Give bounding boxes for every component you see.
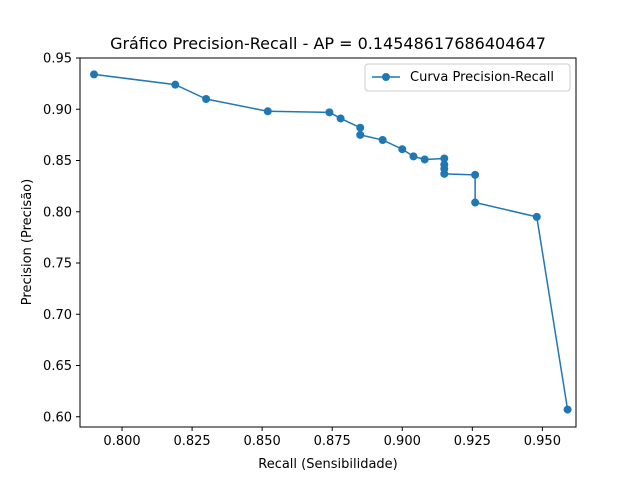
data-point: [202, 95, 211, 103]
data-point: [440, 154, 449, 163]
data-point: [532, 212, 541, 221]
axis-ticks: 0.800 0.825 0.850 0.875 0.900 0.925 0.950 0.60 0…: [43, 52, 561, 450]
data-point: [325, 108, 334, 117]
x-tick-label: 0.925: [454, 434, 491, 449]
data-point: [171, 80, 180, 89]
data-point: [420, 155, 429, 164]
series-layer: [90, 70, 572, 414]
x-axis-label: Recall (Sensibilidade): [258, 457, 398, 472]
x-tick-label: 0.825: [173, 434, 210, 449]
y-tick-label: 0.65: [43, 359, 72, 374]
x-tick-label: 0.875: [314, 434, 351, 449]
data-point: [471, 170, 480, 179]
data-point: [90, 70, 99, 79]
data-point: [398, 145, 407, 154]
y-tick-label: 0.60: [43, 410, 72, 425]
legend: Curva Precision-Recall: [364, 63, 571, 92]
x-tick-label: 0.900: [384, 434, 421, 449]
plot-area: [80, 58, 576, 427]
data-point: [378, 136, 387, 144]
y-tick-label: 0.95: [43, 52, 72, 67]
y-tick-label: 0.85: [43, 154, 72, 169]
y-tick-label: 0.75: [43, 257, 72, 272]
x-tick-label: 0.800: [103, 434, 140, 449]
data-point: [336, 114, 345, 123]
data-point: [356, 123, 365, 132]
x-tick-label: 0.950: [524, 434, 561, 449]
plot-frame: [79, 57, 577, 428]
y-axis-label: Precision (Precisão): [20, 179, 35, 305]
legend-label: Curva Precision-Recall: [410, 70, 554, 85]
legend-box: [364, 63, 571, 92]
series-line: [93, 73, 569, 410]
data-point: [563, 405, 572, 414]
data-point: [356, 130, 365, 139]
data-point: [440, 169, 449, 178]
y-tick-label: 0.90: [43, 103, 72, 118]
y-tick-label: 0.80: [43, 205, 72, 220]
legend-marker-swatch: [382, 73, 390, 81]
y-tick-label: 0.70: [43, 308, 72, 323]
chart-title: Gráfico Precision-Recall - AP = 0.145486…: [110, 34, 546, 53]
data-point: [471, 198, 480, 207]
data-point: [409, 152, 418, 161]
x-tick-label: 0.850: [244, 434, 281, 449]
data-point: [263, 107, 272, 116]
